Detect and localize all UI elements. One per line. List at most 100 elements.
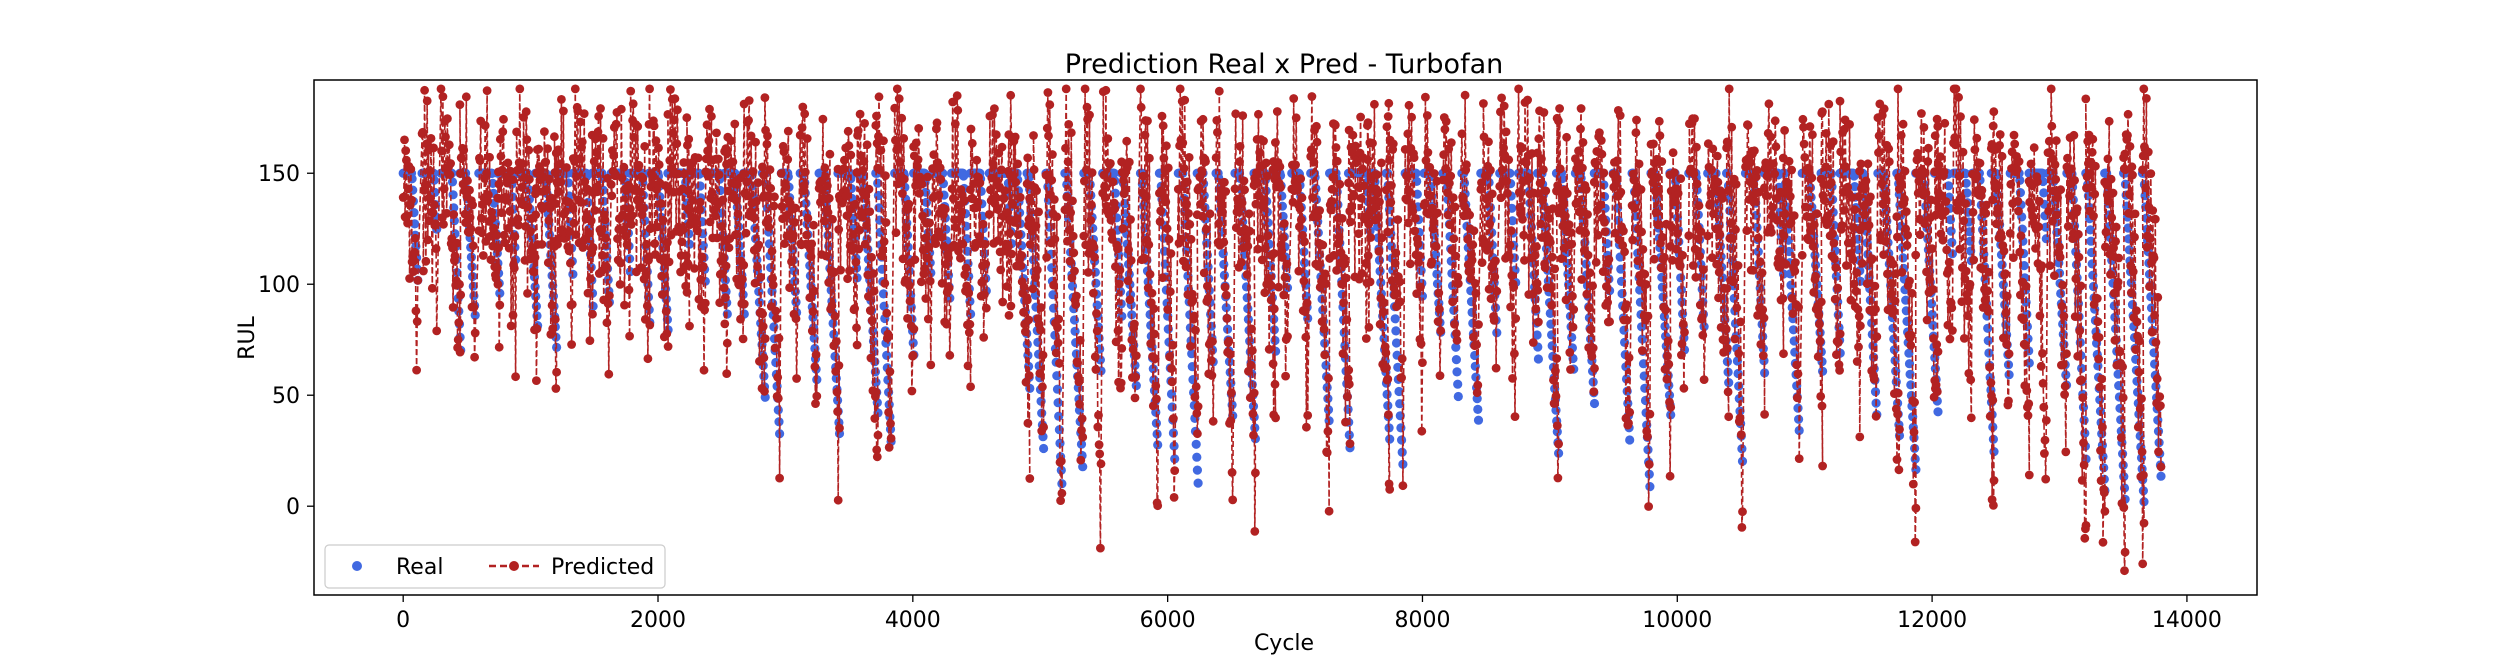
predicted-point	[1392, 289, 1402, 298]
predicted-point	[492, 263, 502, 273]
predicted-point	[1166, 249, 1176, 258]
predicted-point	[410, 233, 420, 243]
predicted-point	[1312, 137, 1322, 147]
predicted-point	[429, 200, 439, 210]
predicted-point	[972, 155, 982, 165]
predicted-point	[524, 145, 534, 155]
predicted-point	[1604, 255, 1614, 264]
predicted-point	[1758, 351, 1768, 360]
predicted-point	[1416, 282, 1425, 292]
predicted-point	[785, 283, 794, 293]
predicted-point	[1566, 228, 1576, 237]
predicted-point	[884, 443, 894, 452]
predicted-point	[1663, 351, 1672, 361]
predicted-point	[1414, 251, 1424, 261]
predicted-point	[811, 350, 821, 360]
predicted-point	[1504, 155, 1514, 165]
predicted-point	[602, 318, 612, 328]
predicted-point	[1225, 350, 1235, 359]
predicted-point	[1697, 313, 1707, 322]
predicted-point	[523, 289, 532, 298]
predicted-point	[1760, 410, 1769, 419]
predicted-point	[550, 168, 560, 177]
real-point	[1567, 332, 1577, 342]
predicted-point	[1341, 273, 1351, 283]
predicted-point	[1421, 92, 1430, 102]
predicted-point	[956, 253, 965, 263]
predicted-point	[1032, 186, 1041, 196]
predicted-point	[1431, 242, 1441, 252]
predicted-point	[1145, 269, 1155, 279]
predicted-point	[936, 174, 946, 184]
predicted-point	[1612, 176, 1621, 186]
predicted-point	[1293, 185, 1302, 195]
predicted-point	[475, 156, 485, 166]
predicted-point	[1334, 232, 1344, 242]
predicted-point	[1771, 142, 1781, 152]
predicted-point	[1113, 326, 1123, 336]
real-point	[1092, 300, 1102, 310]
predicted-point	[446, 159, 455, 168]
predicted-point	[1441, 117, 1451, 126]
predicted-point	[412, 317, 422, 326]
predicted-point	[870, 414, 880, 423]
predicted-point	[1113, 244, 1122, 254]
predicted-point	[1416, 339, 1426, 349]
predicted-point	[780, 239, 789, 249]
real-point	[448, 190, 458, 200]
predicted-point	[867, 316, 877, 325]
predicted-point	[1465, 210, 1474, 220]
predicted-point	[1021, 327, 1030, 336]
predicted-point	[537, 240, 547, 249]
predicted-point	[781, 182, 791, 192]
predicted-point	[860, 239, 870, 249]
predicted-point	[456, 290, 466, 300]
predicted-point	[978, 219, 988, 229]
predicted-point	[1244, 209, 1254, 219]
predicted-point	[1035, 369, 1045, 378]
predicted-point	[419, 266, 428, 276]
predicted-point	[1509, 282, 1519, 292]
predicted-point	[766, 183, 776, 193]
predicted-point	[1091, 365, 1101, 374]
predicted-point	[620, 300, 629, 310]
predicted-point	[569, 218, 579, 228]
predicted-point	[1383, 227, 1392, 237]
predicted-point	[1197, 166, 1207, 175]
predicted-point	[1243, 241, 1253, 251]
predicted-point	[1157, 111, 1167, 121]
predicted-point	[1482, 245, 1492, 255]
predicted-point	[1131, 351, 1141, 360]
predicted-point	[1140, 130, 1150, 140]
predicted-point	[1061, 84, 1071, 94]
predicted-point	[638, 174, 648, 183]
predicted-point	[1061, 143, 1070, 153]
predicted-point	[1278, 233, 1288, 243]
predicted-point	[444, 140, 454, 150]
predicted-point	[551, 384, 561, 393]
predicted-point	[1523, 95, 1532, 105]
predicted-point	[1742, 226, 1752, 236]
predicted-point	[1184, 153, 1194, 162]
predicted-point	[1534, 134, 1544, 144]
predicted-point	[1462, 160, 1471, 170]
predicted-point	[1638, 245, 1648, 254]
predicted-point	[1165, 352, 1174, 362]
predicted-point	[1221, 187, 1231, 196]
predicted-point	[1131, 372, 1140, 382]
predicted-point	[657, 271, 667, 281]
predicted-point	[721, 261, 731, 271]
predicted-point	[1095, 449, 1105, 459]
predicted-point	[532, 324, 542, 334]
predicted-point	[1549, 375, 1558, 385]
predicted-point	[1499, 143, 1508, 153]
predicted-point	[604, 369, 614, 379]
predicted-point	[1649, 254, 1659, 264]
predicted-point	[1356, 112, 1365, 122]
predicted-point	[1722, 284, 1732, 293]
predicted-point	[1384, 98, 1394, 108]
predicted-point	[738, 274, 747, 284]
predicted-point	[551, 199, 561, 209]
predicted-point	[531, 210, 541, 220]
real-point	[1382, 389, 1392, 399]
